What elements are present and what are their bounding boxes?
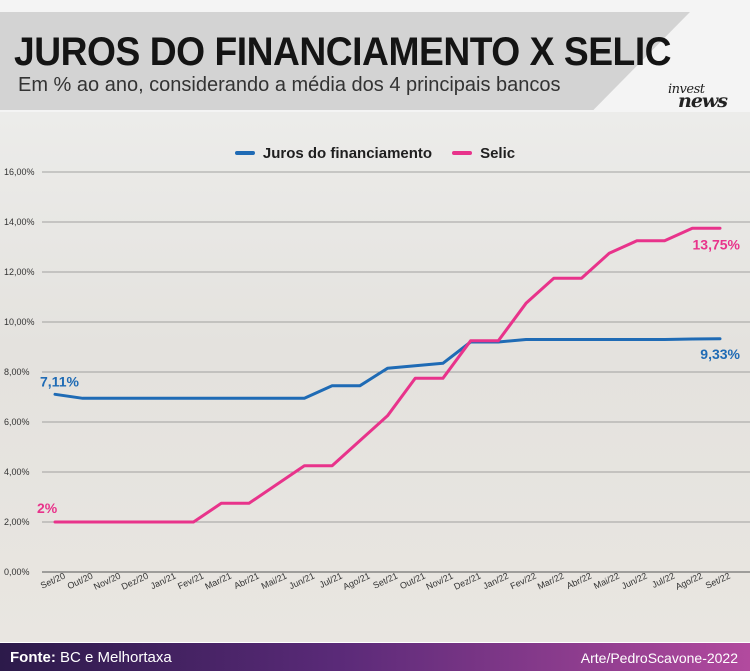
investnews-logo: invest news [668, 82, 740, 112]
y-tick-label: 0,00% [4, 567, 30, 577]
y-tick-label: 4,00% [4, 467, 30, 477]
x-tick-label: Dez/20 [120, 571, 150, 592]
footer-bar: Fonte: BC e Melhortaxa Arte/PedroScavone… [0, 643, 750, 671]
x-tick-label: Nov/20 [92, 571, 122, 592]
legend-label-financiamento: Juros do financiamento [262, 144, 433, 162]
x-tick-label: Nov/21 [425, 571, 455, 592]
logo-line1: invest [668, 82, 705, 97]
x-tick-label: Mar/22 [536, 571, 566, 592]
y-tick-label: 2,00% [4, 517, 30, 527]
y-tick-label: 10,00% [4, 317, 35, 327]
line-chart: 0,00% 2,00% 4,00% 6,00% 8,00% 10,00% 12,00% 14,… [4, 167, 750, 592]
y-tick-label: 8,00% [4, 367, 30, 377]
x-tick-label: Set/22 [704, 571, 732, 591]
data-label-selic-start: 2% [37, 500, 58, 516]
x-tick-label: Mai/21 [260, 571, 289, 591]
legend-swatch-financiamento [234, 151, 255, 155]
page-title: JUROS DO FINANCIAMENTO X SELIC [14, 30, 672, 74]
logo-line2: news [678, 90, 728, 112]
x-tick-label: Abr/21 [232, 571, 260, 591]
x-tick-label: Dez/21 [452, 571, 482, 592]
x-tick-label: Out/20 [66, 571, 95, 591]
x-tick-label: Ago/22 [674, 571, 704, 592]
series-line-financiamento [53, 337, 722, 400]
x-tick-label: Abr/22 [565, 571, 593, 591]
x-tick-label: Out/21 [398, 571, 427, 591]
page-subtitle: Em % ao ano, considerando a média dos 4 … [18, 74, 561, 96]
legend-swatch-selic [452, 151, 473, 155]
data-label-selic-end: 13,75% [693, 236, 741, 252]
art-credit: Arte/PedroScavone-2022 [580, 650, 738, 666]
x-tick-label: Jun/22 [620, 571, 649, 591]
x-tick-label: Fev/21 [176, 571, 205, 592]
legend-item-financiamento: Juros do financiamento [234, 144, 433, 162]
x-tick-label: Mar/21 [203, 571, 233, 592]
x-tick-label: Mai/22 [592, 571, 621, 591]
data-label-financiamento-end: 9,33% [700, 346, 740, 362]
x-tick-label: Set/21 [371, 571, 399, 591]
legend-label-selic: Selic [480, 144, 516, 162]
title-banner [0, 12, 690, 110]
x-tick-label: Jun/21 [287, 571, 316, 591]
x-tick-label: Jul/21 [318, 571, 344, 590]
x-tick-label: Jan/21 [149, 571, 178, 591]
x-tick-label: Jul/22 [650, 571, 676, 590]
source-note: Fonte: BC e Melhortaxa [10, 649, 172, 666]
legend-item-selic: Selic [452, 145, 515, 162]
y-tick-label: 12,00% [4, 267, 35, 277]
x-tick-label: Jan/22 [481, 571, 510, 591]
series-line-selic [53, 226, 722, 524]
x-tick-label: Fev/22 [509, 571, 538, 592]
y-tick-label: 6,00% [4, 417, 30, 427]
y-tick-label: 14,00% [4, 217, 35, 227]
chart-legend: Juros do financiamento Selic [0, 142, 750, 164]
data-label-financiamento-start: 7,11% [40, 373, 79, 389]
source-label: Fonte: [10, 649, 56, 666]
header: JUROS DO FINANCIAMENTO X SELIC Em % ao a… [0, 0, 750, 112]
x-tick-label: Ago/21 [341, 571, 371, 592]
y-tick-label: 16,00% [4, 167, 35, 177]
x-tick-label: Set/20 [39, 571, 67, 591]
source-value: BC e Melhortaxa [60, 649, 172, 666]
